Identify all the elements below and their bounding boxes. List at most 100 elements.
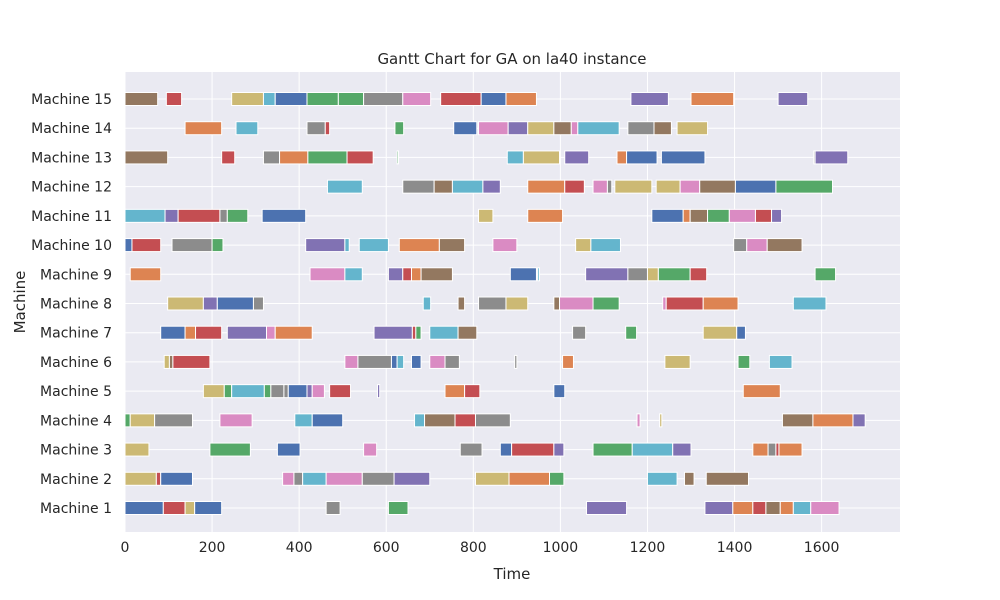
task-bar — [528, 209, 563, 222]
task-bar — [288, 385, 307, 398]
task-bar — [378, 385, 380, 398]
task-bar — [169, 355, 172, 368]
task-bar — [690, 209, 707, 222]
task-bar — [445, 385, 465, 398]
task-bar — [593, 297, 619, 310]
task-bar — [578, 122, 619, 135]
task-bar — [528, 122, 554, 135]
task-bar — [161, 472, 193, 485]
task-bar — [439, 239, 464, 252]
task-bar — [753, 502, 766, 515]
task-bar — [172, 239, 212, 252]
task-bar — [779, 443, 802, 456]
task-bar — [345, 355, 358, 368]
task-bar — [554, 385, 565, 398]
task-bar — [626, 326, 637, 339]
task-bar — [593, 443, 632, 456]
task-bar — [647, 472, 677, 485]
task-bar — [307, 122, 325, 135]
task-bar — [227, 209, 247, 222]
task-bar — [166, 93, 181, 106]
task-bar — [560, 297, 594, 310]
task-bar — [125, 472, 156, 485]
task-bar — [327, 180, 362, 193]
task-bar — [811, 502, 839, 515]
task-bar — [593, 180, 607, 193]
task-bar — [708, 209, 730, 222]
task-bar — [573, 326, 586, 339]
task-bar — [156, 472, 160, 485]
task-bar — [768, 443, 776, 456]
task-bar — [132, 239, 161, 252]
task-bar — [515, 355, 517, 368]
x-tick-label: 400 — [286, 540, 313, 556]
task-bar — [325, 122, 329, 135]
task-bar — [500, 443, 511, 456]
x-tick-label: 0 — [121, 540, 130, 556]
task-bar — [454, 122, 477, 135]
x-tick-label: 1000 — [543, 540, 579, 556]
task-bar — [738, 355, 750, 368]
task-bar — [411, 268, 421, 281]
task-bar — [509, 472, 549, 485]
task-bar — [793, 502, 810, 515]
y-tick-label: Machine 13 — [31, 150, 112, 166]
task-bar — [430, 326, 458, 339]
task-bar — [737, 326, 746, 339]
task-bar — [743, 385, 780, 398]
x-tick-label: 1200 — [630, 540, 666, 556]
task-bar — [308, 151, 347, 164]
task-bar — [263, 93, 275, 106]
task-bar — [458, 326, 477, 339]
task-bar — [312, 414, 342, 427]
task-bar — [283, 472, 294, 485]
task-bar — [307, 385, 312, 398]
task-bar — [217, 297, 253, 310]
task-bar — [165, 209, 178, 222]
task-bar — [416, 326, 421, 339]
x-tick-label: 1400 — [717, 540, 753, 556]
task-bar — [312, 385, 324, 398]
task-bar — [391, 355, 397, 368]
task-bar — [647, 268, 658, 281]
task-bar — [565, 151, 589, 164]
task-bar — [700, 180, 736, 193]
task-bar — [434, 180, 452, 193]
task-bar — [658, 268, 690, 281]
y-tick-label: Machine 11 — [31, 209, 112, 225]
task-bar — [479, 122, 509, 135]
task-bar — [364, 93, 403, 106]
task-bar — [683, 209, 690, 222]
task-bar — [479, 297, 506, 310]
task-bar — [628, 122, 654, 135]
task-bar — [656, 180, 680, 193]
task-bar — [475, 414, 510, 427]
task-bar — [310, 268, 345, 281]
task-bar — [673, 443, 691, 456]
task-bar — [703, 326, 737, 339]
task-bar — [125, 151, 168, 164]
task-bar — [307, 93, 338, 106]
y-tick-label: Machine 2 — [40, 472, 112, 488]
task-bar — [430, 355, 445, 368]
task-bar — [506, 297, 528, 310]
y-tick-label: Machine 6 — [40, 355, 112, 371]
task-bar — [388, 268, 402, 281]
task-bar — [185, 122, 222, 135]
task-bar — [554, 122, 571, 135]
task-bar — [232, 93, 264, 106]
task-bar — [550, 472, 564, 485]
x-tick-label: 800 — [460, 540, 487, 556]
y-tick-label: Machine 15 — [31, 92, 112, 108]
task-bar — [663, 297, 666, 310]
task-bar — [362, 472, 394, 485]
task-bar — [705, 502, 733, 515]
task-bar — [397, 355, 404, 368]
task-bar — [591, 239, 621, 252]
task-bar — [425, 414, 455, 427]
task-bar — [483, 180, 500, 193]
task-bar — [571, 122, 578, 135]
task-bar — [125, 414, 130, 427]
task-bar — [793, 297, 826, 310]
